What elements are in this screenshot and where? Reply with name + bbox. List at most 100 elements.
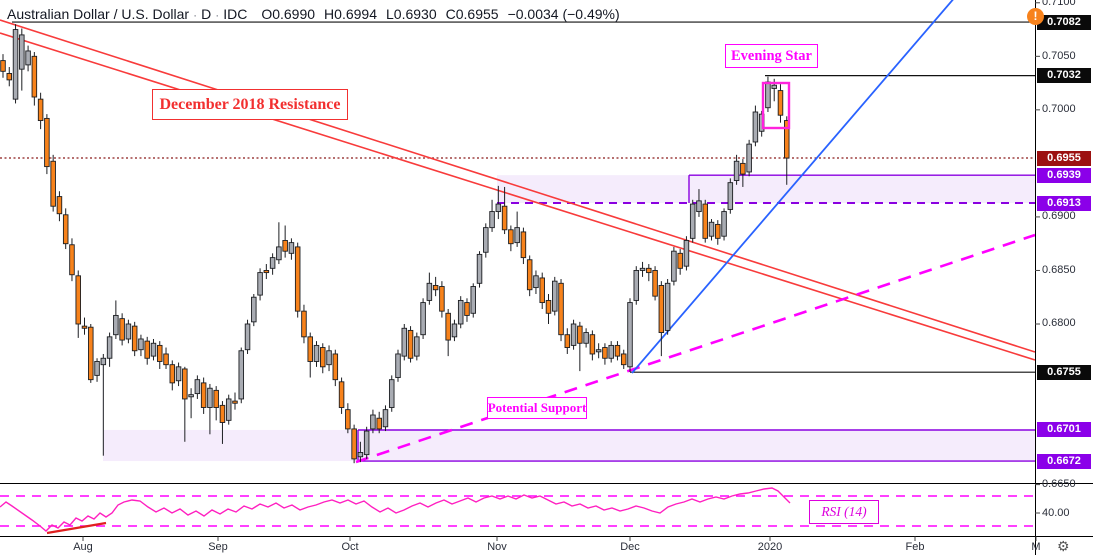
- evening-star-annotation[interactable]: Evening Star: [725, 44, 818, 68]
- candle-down: [620, 353, 627, 366]
- candle-up: [765, 81, 771, 109]
- candle-up: [721, 211, 727, 237]
- candle-up: [395, 353, 401, 378]
- candles-group: [0, 24, 790, 464]
- candle-up: [414, 336, 420, 357]
- candle-down: [119, 318, 125, 341]
- candle-up: [664, 282, 671, 331]
- candle-down: [784, 120, 790, 159]
- candle-up: [470, 286, 477, 314]
- candle-up: [363, 430, 370, 456]
- candle-down: [182, 368, 188, 400]
- candle-down: [445, 312, 451, 341]
- candle-down: [577, 325, 583, 344]
- candle-up: [269, 257, 276, 269]
- legend-separator: ·: [193, 8, 198, 22]
- candle-down: [332, 353, 339, 381]
- candle-up: [683, 240, 690, 267]
- candle-up: [608, 344, 614, 359]
- candle-up: [106, 336, 113, 359]
- candle-up: [288, 242, 295, 254]
- candle-up: [727, 182, 734, 210]
- candle-down: [545, 299, 552, 314]
- candle-down: [301, 310, 307, 338]
- candle-down: [777, 90, 784, 116]
- resistance-annotation[interactable]: December 2018 Resistance: [152, 89, 348, 120]
- candle-down: [62, 214, 69, 245]
- candle-down: [501, 205, 508, 231]
- candle-down: [156, 344, 163, 362]
- candle-down: [6, 73, 13, 81]
- candle-up: [696, 200, 702, 213]
- candle-up: [388, 379, 395, 408]
- candle-down: [232, 400, 238, 404]
- candle-down: [294, 246, 301, 312]
- data-warning-icon[interactable]: !: [1027, 8, 1044, 25]
- candle-down: [88, 326, 94, 381]
- candle-up: [457, 299, 464, 325]
- candle-up: [671, 250, 677, 282]
- candle-up: [19, 34, 25, 70]
- resistance-zone-fill[interactable]: [497, 175, 1035, 204]
- candle-up: [746, 143, 752, 173]
- candle-up: [483, 227, 489, 253]
- candle-up: [533, 275, 539, 289]
- candle-down: [539, 277, 545, 304]
- support-zone-fill[interactable]: [103, 429, 1035, 462]
- candle-down: [307, 336, 313, 362]
- resistance-trendline-lower[interactable]: [0, 32, 1036, 361]
- candle-up: [251, 296, 257, 323]
- candle-down: [715, 223, 721, 239]
- ohlc-readout: O0.6990 H0.6994 L0.6930 C0.6955 −0.0034 (−0.…: [261, 6, 620, 22]
- candle-down: [69, 244, 75, 276]
- candle-down: [407, 329, 414, 359]
- candle-up: [552, 280, 558, 312]
- candle-down: [646, 267, 652, 274]
- symbol-legend[interactable]: Australian Dollar / U.S. Dollar · D · IDC O0.…: [7, 6, 620, 22]
- candle-up: [138, 338, 144, 351]
- axis-settings-gear-icon[interactable]: ⚙: [1057, 538, 1070, 554]
- candle-down: [338, 381, 345, 408]
- candle-down: [44, 117, 50, 168]
- candle-down: [376, 417, 382, 430]
- candle-down: [558, 282, 564, 336]
- rsi-divergence-line[interactable]: [46, 521, 107, 535]
- legend-separator: ·: [215, 8, 220, 22]
- candle-down: [37, 98, 44, 122]
- candle-up: [194, 379, 201, 395]
- candle-down: [464, 302, 470, 316]
- candle-down: [169, 364, 176, 384]
- change-readout: −0.0034 (−0.49%): [507, 6, 620, 22]
- candle-down: [589, 334, 596, 355]
- candle-down: [345, 409, 351, 430]
- ascending-trendline[interactable]: [631, 0, 956, 374]
- candle-down: [432, 284, 439, 291]
- evening-star-rect[interactable]: [761, 81, 791, 130]
- candle-up: [583, 332, 589, 344]
- candle-down: [75, 275, 81, 325]
- candle-up: [113, 314, 119, 336]
- candle-down: [31, 55, 38, 98]
- support-annotation[interactable]: Potential Support: [487, 397, 587, 419]
- candle-down: [652, 270, 658, 297]
- rsi-line: [0, 487, 791, 532]
- interval-label[interactable]: D: [201, 6, 212, 22]
- feed-label: IDC: [223, 6, 248, 22]
- candle-up: [370, 414, 376, 430]
- rsi-indicator-label-text: RSI (14): [821, 504, 867, 519]
- candle-down: [263, 270, 270, 274]
- candle-down: [351, 428, 357, 460]
- candle-down: [0, 60, 6, 72]
- support-trendline-dashed[interactable]: [355, 233, 1036, 464]
- candle-up: [495, 203, 502, 213]
- candle-down: [740, 162, 746, 175]
- candle-up: [225, 398, 232, 421]
- rsi-indicator-label[interactable]: RSI (14): [809, 500, 879, 524]
- candle-down: [526, 259, 533, 291]
- resistance-trendline-upper[interactable]: [0, 19, 1036, 353]
- symbol-title: Australian Dollar / U.S. Dollar: [7, 6, 190, 22]
- candle-up: [708, 221, 715, 237]
- candle-up: [12, 29, 19, 100]
